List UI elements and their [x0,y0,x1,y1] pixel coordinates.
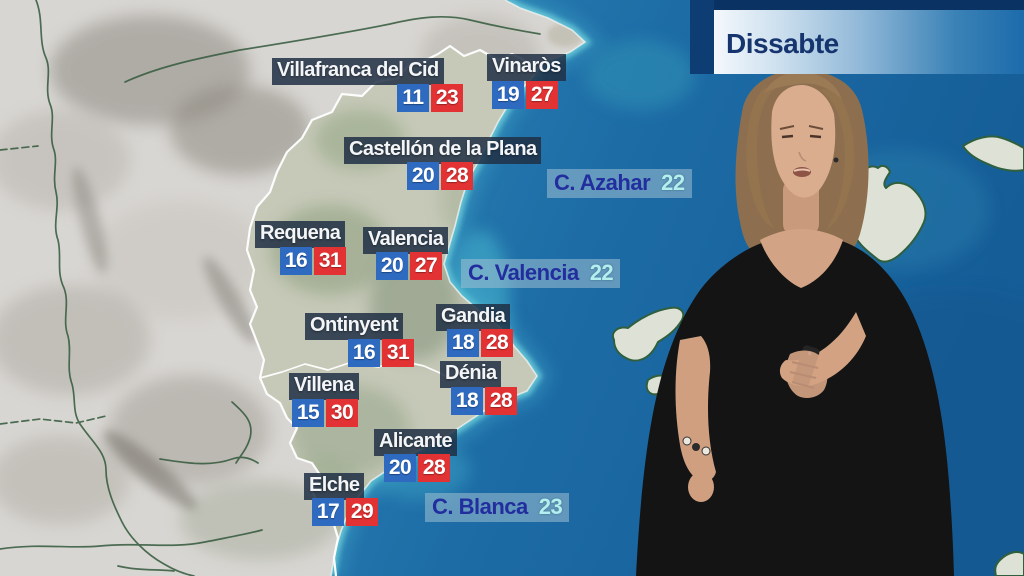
banner-edge [690,0,714,74]
city-name-elche: Elche [304,473,365,500]
max-temp: 31 [314,247,346,275]
bracelet [682,436,711,456]
province-borders [0,0,541,576]
island-ibiza [612,306,685,362]
sea-temp-blanca: C. Blanca 23 [425,493,570,523]
city-name-vinaros: Vinaròs [487,54,566,81]
min-temp: 16 [348,339,380,367]
island-cabrera [994,551,1024,576]
city-name-castellon: Castellón de la Plana [344,137,542,164]
presenter-dress [636,233,954,576]
city-name-valencia: Valencia [363,227,449,254]
city-name-gandia: Gandia [436,304,511,331]
min-temp: 16 [280,247,312,275]
max-temp: 30 [326,399,358,427]
city-name-villena: Villena [289,373,359,400]
island-menorca [962,135,1024,172]
city-temps-valencia: 20 27 [376,252,442,280]
sea-temp-azahar: C. Azahar 22 [547,169,692,199]
city-temps-alicante: 20 28 [384,454,450,482]
city-name-requena: Requena [255,221,346,248]
max-temp: 28 [485,387,517,415]
city-temps-villafranca: 11 23 [397,84,463,112]
sea-temp-value: 23 [538,494,563,519]
sea-area-name: C. Azahar [554,170,651,195]
city-temps-vinaros: 19 27 [492,81,558,109]
sea-area-name: C. Blanca [432,494,528,519]
sea-temp-valencia: C. Valencia 22 [461,259,621,289]
min-temp: 18 [447,329,479,357]
min-temp: 20 [384,454,416,482]
max-temp: 28 [418,454,450,482]
max-temp: 28 [441,162,473,190]
sea-temp-value: 22 [661,170,685,195]
city-temps-elche: 17 29 [312,498,378,526]
max-temp: 27 [526,81,558,109]
city-name-denia: Dénia [440,361,502,388]
sea-area-name: C. Valencia [468,260,579,285]
min-temp: 11 [397,84,429,112]
max-temp: 23 [431,84,463,112]
max-temp: 31 [382,339,414,367]
min-temp: 17 [312,498,344,526]
city-temps-requena: 16 31 [280,247,346,275]
city-temps-villena: 15 30 [292,399,358,427]
city-temps-ontinyent: 16 31 [348,339,414,367]
city-temps-gandia: 18 28 [447,329,513,357]
sea-temp-value: 22 [589,260,614,285]
min-temp: 20 [407,162,439,190]
min-temp: 18 [451,387,483,415]
min-temp: 20 [376,252,408,280]
min-temp: 15 [292,399,324,427]
banner-top-strip [714,0,1024,10]
max-temp: 28 [481,329,513,357]
max-temp: 27 [410,252,442,280]
max-temp: 29 [346,498,378,526]
day-banner: Dissabte [714,10,1024,74]
presenter-face [771,85,836,198]
balearic-islands [612,135,1024,576]
city-name-villafranca: Villafranca del Cid [272,58,444,85]
min-temp: 19 [492,81,524,109]
city-name-alicante: Alicante [374,429,458,456]
city-temps-denia: 18 28 [451,387,517,415]
city-temps-castellon: 20 28 [407,162,473,190]
day-label: Dissabte [726,28,839,59]
city-name-ontinyent: Ontinyent [305,313,403,340]
